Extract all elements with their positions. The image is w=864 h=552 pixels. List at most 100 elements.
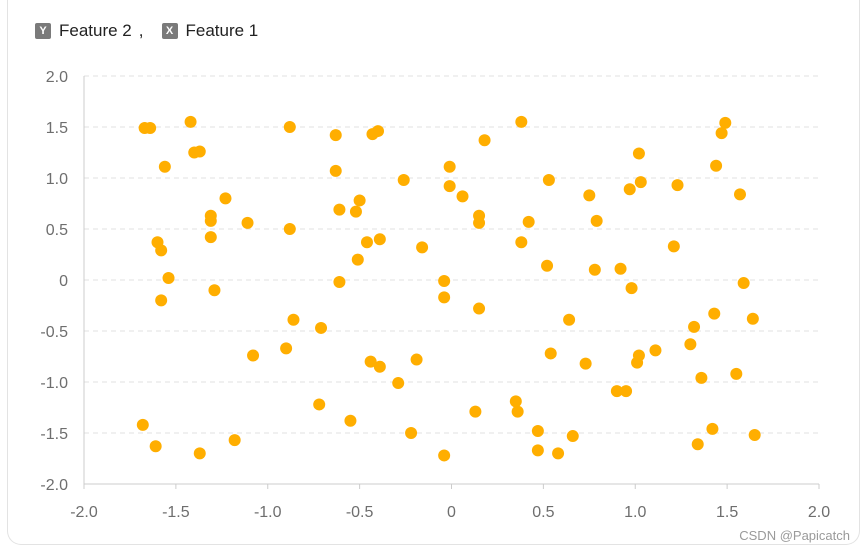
y-tick-label: 0.5 [46, 222, 68, 239]
data-point [283, 121, 296, 133]
data-point [620, 385, 633, 398]
data-point [443, 160, 456, 173]
data-point [280, 342, 293, 355]
y-tick-label: -0.5 [40, 324, 68, 341]
data-point [614, 262, 627, 275]
data-point [566, 430, 579, 443]
data-point [552, 447, 565, 460]
data-point [333, 276, 346, 289]
data-point [541, 259, 554, 272]
y-axis-badge: Y [35, 23, 51, 39]
data-point [695, 371, 708, 384]
data-point [691, 438, 704, 451]
data-point [563, 313, 576, 326]
data-point [649, 344, 662, 357]
data-point [353, 194, 366, 207]
data-point [478, 134, 491, 147]
data-point [204, 214, 217, 227]
data-point [315, 321, 328, 334]
data-point [349, 205, 362, 218]
data-point [360, 236, 373, 249]
x-tick-label: 0.5 [532, 504, 554, 521]
data-point [667, 240, 680, 253]
data-point [544, 347, 557, 360]
x-tick-label: 1.5 [716, 504, 738, 521]
data-point [631, 356, 644, 369]
y-tick-label: 1.0 [46, 171, 68, 188]
x-tick-label: -1.0 [254, 504, 282, 521]
data-point [515, 115, 528, 128]
data-point [588, 263, 601, 276]
data-point [623, 183, 636, 196]
data-point [748, 429, 761, 442]
data-point [247, 349, 260, 362]
data-point [610, 385, 623, 398]
data-point [204, 231, 217, 244]
legend-label-x: Feature 1 [185, 21, 259, 40]
data-point [625, 282, 638, 295]
data-point [392, 377, 405, 390]
data-point [219, 192, 232, 205]
data-point [509, 395, 522, 408]
data-point [373, 360, 386, 373]
data-point [634, 176, 647, 189]
data-point [688, 320, 701, 333]
data-point [579, 357, 592, 370]
data-point [416, 241, 429, 254]
data-point [469, 405, 482, 418]
data-point [397, 174, 410, 187]
data-point [590, 214, 603, 227]
data-point [715, 127, 728, 140]
data-point [344, 414, 357, 427]
data-point [405, 427, 418, 439]
legend-item-x[interactable]: X Feature 1 [161, 21, 259, 41]
data-point [313, 398, 326, 411]
x-tick-label: 2.0 [808, 504, 830, 521]
data-point [287, 313, 300, 326]
legend-label-y: Feature 2 [59, 21, 132, 40]
x-axis-badge: X [161, 23, 178, 39]
data-point [531, 444, 544, 457]
x-tick-label: -1.5 [162, 504, 190, 521]
y-tick-label: -1.0 [40, 375, 68, 392]
data-point [438, 449, 451, 462]
data-point [473, 216, 486, 229]
x-tick-label: -0.5 [346, 504, 374, 521]
data-point [583, 189, 596, 202]
data-point [456, 190, 469, 203]
x-tick-label: 1.0 [624, 504, 646, 521]
data-point [372, 125, 384, 138]
data-point [410, 353, 423, 366]
data-point [706, 422, 719, 435]
data-point [241, 216, 254, 229]
data-point [329, 164, 342, 177]
y-tick-label: -2.0 [40, 477, 68, 494]
data-point [708, 307, 721, 320]
data-point [684, 338, 697, 351]
data-point [733, 188, 746, 201]
data-point [531, 424, 544, 437]
data-point [329, 129, 342, 142]
data-point [364, 355, 377, 368]
data-point [351, 253, 364, 266]
data-point [438, 291, 451, 304]
data-point [438, 275, 451, 288]
x-tick-label: -2.0 [70, 504, 98, 521]
data-point [144, 122, 157, 135]
legend-separator: , [138, 21, 144, 40]
data-point [149, 440, 162, 453]
y-tick-label: 2.0 [46, 69, 68, 86]
legend-item-y[interactable]: Y Feature 2 [35, 21, 132, 41]
watermark: CSDN @Papicatch [739, 528, 850, 543]
data-point [511, 405, 524, 418]
data-point [193, 447, 206, 460]
data-point [283, 223, 296, 235]
data-point [443, 180, 456, 193]
data-point [333, 203, 346, 216]
chart-card [7, 0, 860, 545]
data-point [162, 271, 175, 284]
data-point [710, 159, 723, 172]
data-point [155, 294, 168, 307]
y-tick-label: -1.5 [40, 426, 68, 443]
